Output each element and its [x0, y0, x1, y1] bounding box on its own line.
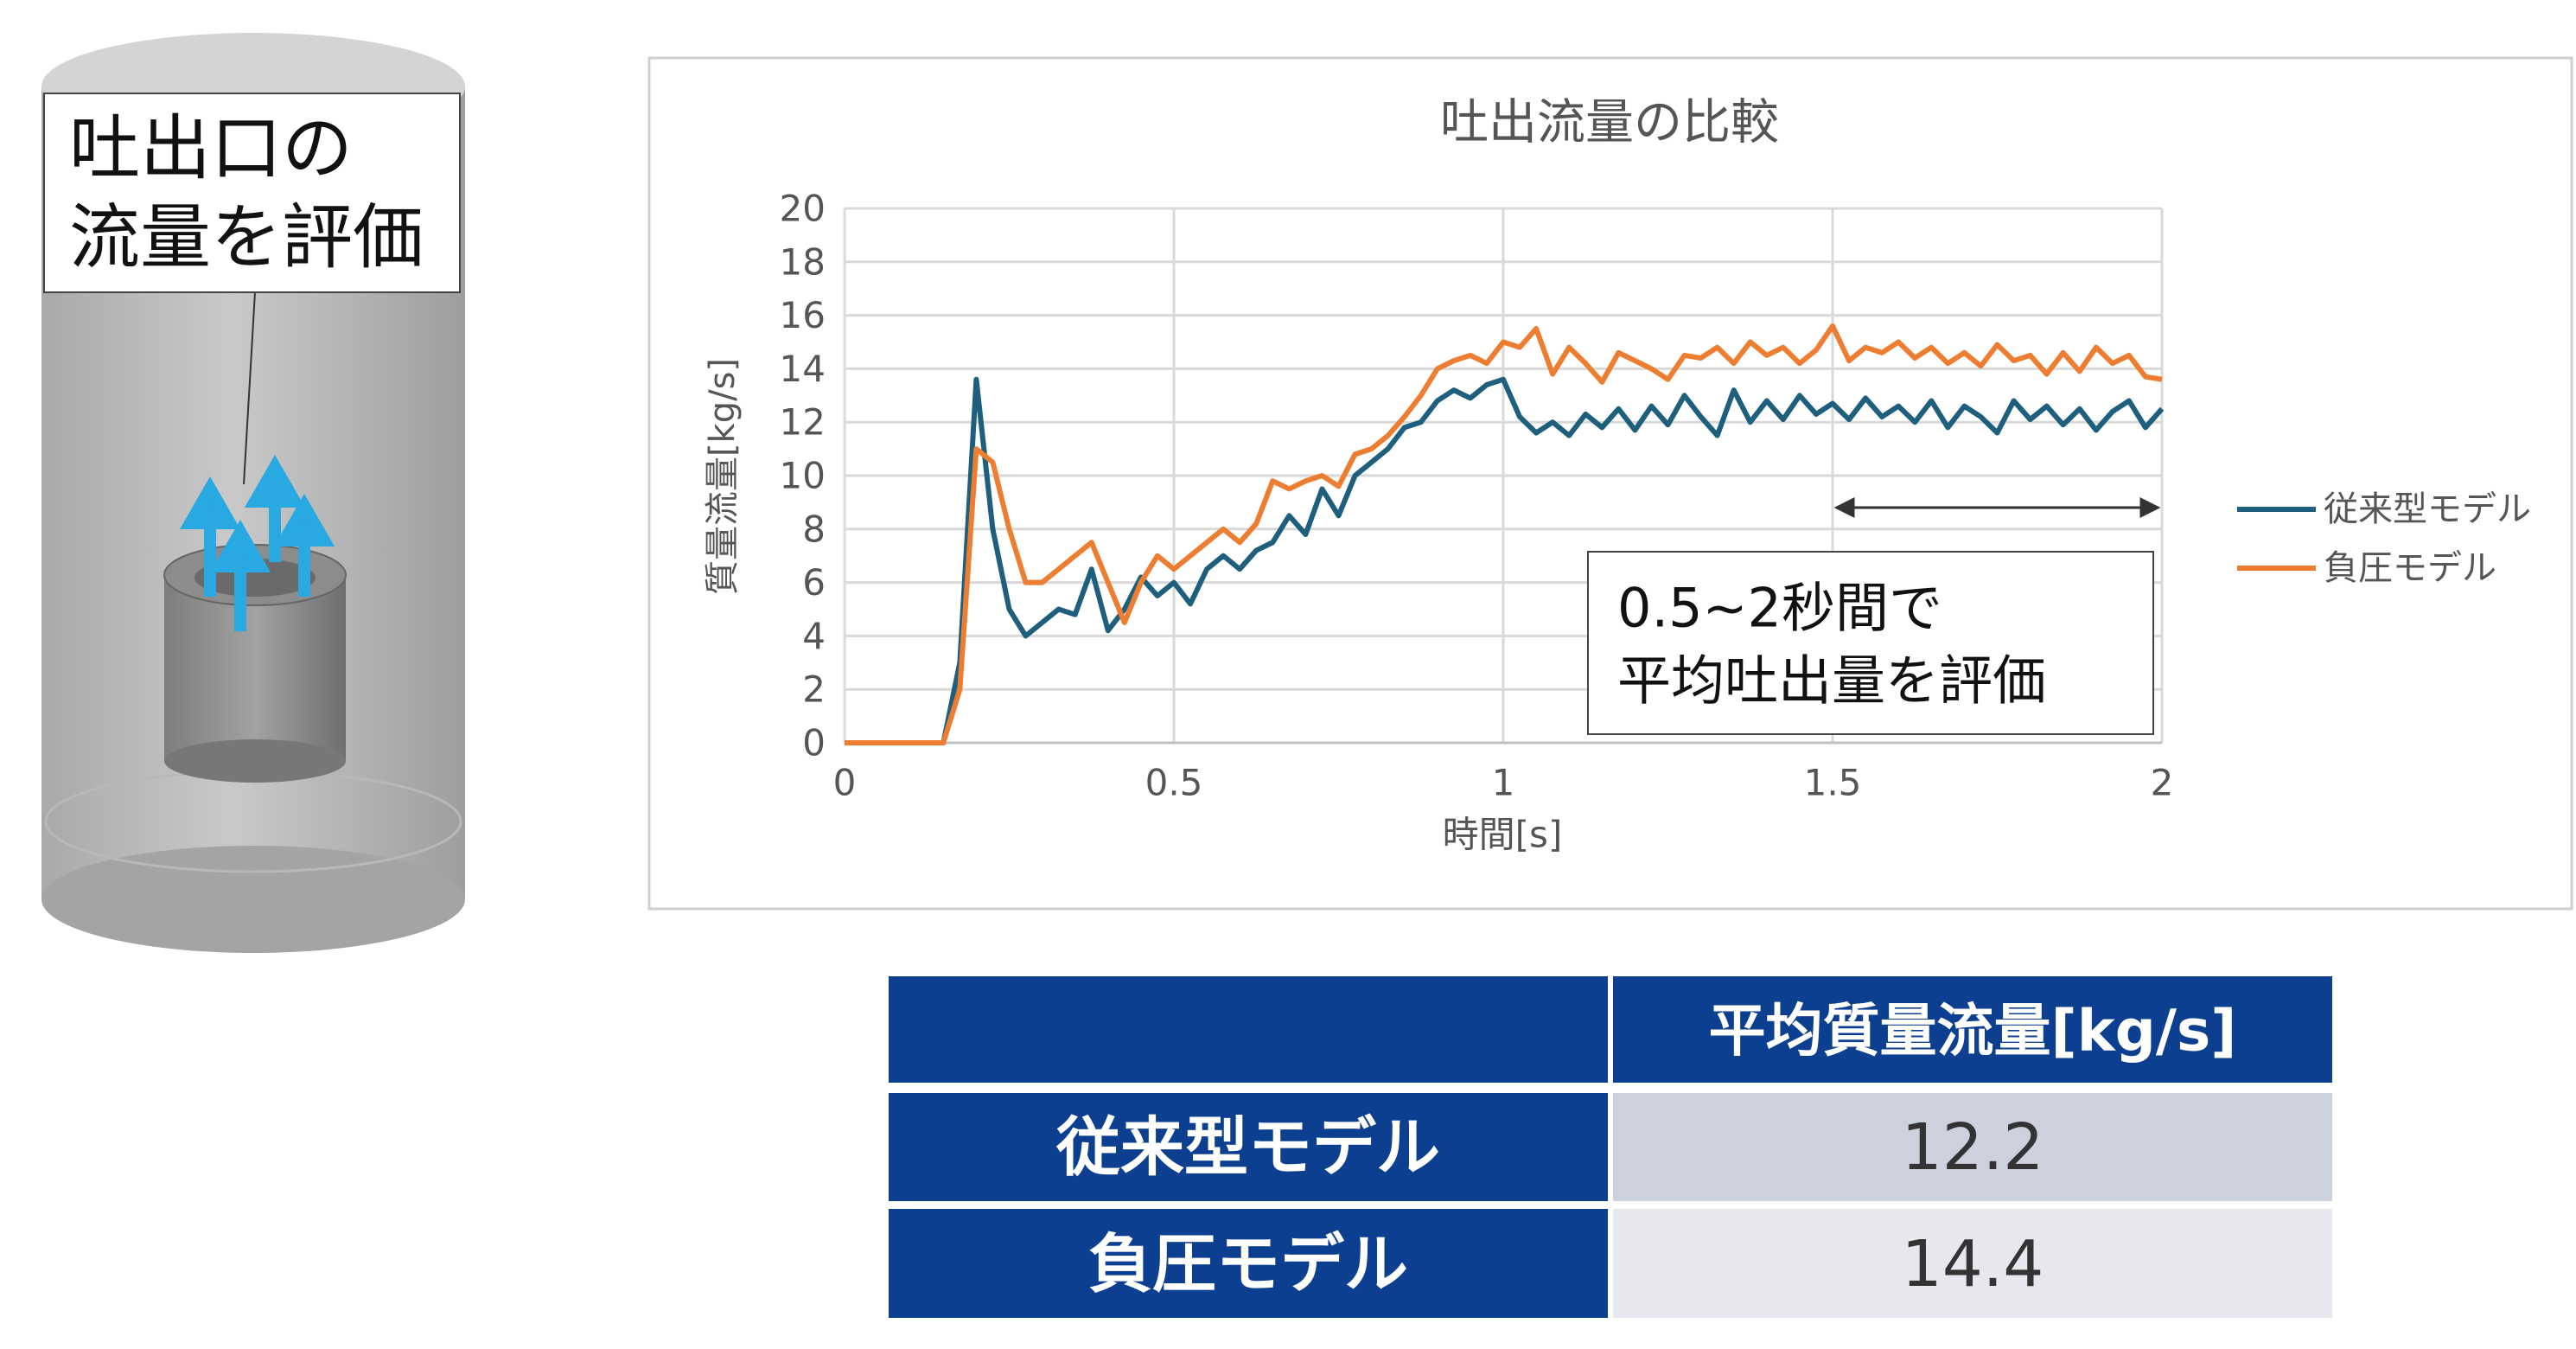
y-tick-label: 4: [802, 615, 826, 657]
x-tick-label: 0: [833, 762, 857, 804]
table-cell: [1613, 1093, 2332, 1201]
table-value: 12.2: [1902, 1110, 2044, 1185]
y-tick-label: 20: [780, 188, 826, 230]
table-row-header-cell: [889, 1209, 1608, 1318]
y-tick-label: 6: [802, 561, 826, 604]
callout-text: 吐出口の: [69, 108, 353, 190]
chart-title: 吐出流量の比較: [1440, 95, 1779, 151]
y-tick-label: 8: [802, 508, 826, 550]
y-tick-label: 18: [780, 240, 826, 283]
table-cell: [1613, 1209, 2332, 1318]
y-tick-label: 16: [780, 294, 826, 336]
table-row-header-cell: [889, 1093, 1608, 1201]
annotation-text: 0.5~2秒間で: [1617, 577, 1942, 640]
illustration: 吐出口の 流量を評価: [41, 33, 465, 953]
x-tick-label: 1: [1492, 762, 1515, 804]
y-tick-label: 0: [802, 722, 826, 764]
x-tick-label: 1.5: [1804, 762, 1862, 804]
table: 平均質量流量[kg/s] 従来型モデル 12.2 負圧モデル 14.4: [889, 976, 2332, 1318]
y-tick-label: 14: [780, 348, 826, 390]
y-axis-label: 質量流量[kg/s]: [703, 358, 743, 595]
x-tick-label: 2: [2151, 762, 2174, 804]
x-tick-label: 0.5: [1145, 762, 1203, 804]
callout-text: 流量を評価: [69, 197, 424, 279]
y-tick-label: 12: [780, 401, 826, 444]
table-value: 14.4: [1902, 1227, 2044, 1301]
cylinder-bottom: [41, 846, 465, 953]
annotation-box: [1587, 551, 2154, 735]
x-axis-label: 時間[s]: [1443, 814, 1563, 856]
chart-frame: [647, 56, 2573, 911]
y-tick-label: 10: [780, 455, 826, 497]
table-header-cell: [1613, 976, 2332, 1083]
table-header: 平均質量流量[kg/s]: [1709, 998, 2237, 1064]
table-row-header: 負圧モデル: [1088, 1227, 1408, 1301]
table-header-cell: [889, 976, 1608, 1083]
callout-leader: [243, 291, 256, 485]
y-tick-label: 2: [802, 668, 826, 711]
flow-arrows: [179, 454, 335, 631]
table-row-header: 従来型モデル: [1055, 1110, 1440, 1185]
legend-label: 負圧モデル: [2324, 548, 2496, 588]
impeller-bottom: [164, 739, 346, 783]
series-line: [845, 376, 2165, 745]
callout-box: [43, 93, 461, 293]
series-line: [845, 323, 2163, 745]
legend-label: 従来型モデル: [2324, 489, 2531, 529]
annotation-text: 平均吐出量を評価: [1617, 649, 2046, 713]
